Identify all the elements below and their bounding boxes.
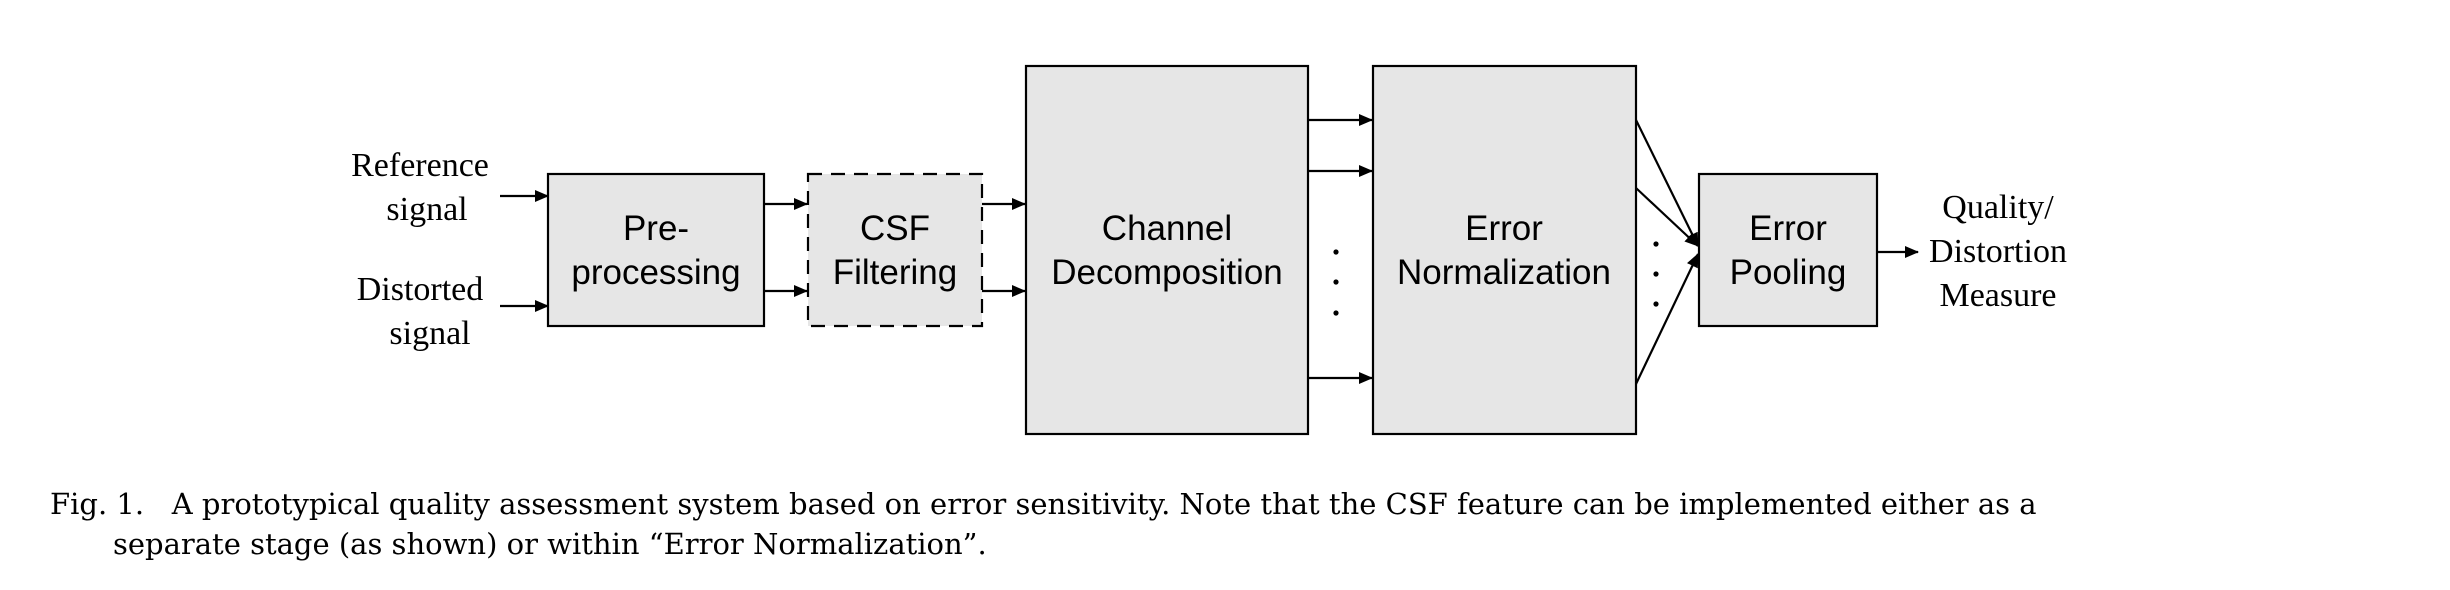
svg-text:Decomposition: Decomposition — [1051, 253, 1283, 292]
svg-text:Distortion: Distortion — [1929, 233, 2067, 270]
norm-arrow-2 — [1635, 187, 1699, 247]
normalization-ellipsis — [1653, 241, 1659, 307]
channel-ellipsis — [1333, 249, 1339, 316]
svg-text:Channel: Channel — [1102, 209, 1232, 248]
svg-text:Measure: Measure — [1939, 277, 2056, 314]
norm-arrow-n — [1635, 253, 1699, 385]
channel-decomposition-box: Channel Decomposition — [1024, 64, 1310, 436]
svg-text:Pooling: Pooling — [1730, 253, 1847, 292]
figure-caption: Fig. 1. A prototypical quality assessmen… — [50, 484, 2430, 564]
svg-text:Error: Error — [1465, 209, 1543, 248]
preprocessing-box: Pre- processing — [546, 172, 766, 328]
error-pooling-box: Error Pooling — [1697, 172, 1879, 328]
svg-text:Reference: Reference — [351, 147, 489, 184]
svg-text:Error: Error — [1749, 209, 1827, 248]
svg-text:signal: signal — [386, 191, 467, 228]
flow-diagram: Reference signal Distorted signal Pre- p… — [351, 64, 2067, 436]
svg-text:processing: processing — [571, 253, 740, 292]
svg-text:signal: signal — [389, 315, 470, 352]
svg-text:CSF: CSF — [860, 209, 930, 248]
svg-text:Distorted: Distorted — [357, 271, 484, 308]
quality-measure-label: Quality/ Distortion Measure — [1929, 189, 2067, 314]
caption-line-1: A prototypical quality assessment system… — [171, 487, 2037, 521]
svg-text:Filtering: Filtering — [833, 253, 957, 292]
error-normalization-box: Error Normalization — [1371, 64, 1638, 436]
reference-signal-label: Reference signal — [351, 147, 489, 228]
caption-label: Fig. 1. — [50, 487, 145, 521]
norm-arrow-1 — [1635, 119, 1699, 247]
svg-text:Quality/: Quality/ — [1942, 189, 2054, 226]
caption-line-2: separate stage (as shown) or within “Err… — [113, 527, 987, 561]
svg-text:Normalization: Normalization — [1397, 253, 1611, 292]
distorted-signal-label: Distorted signal — [357, 271, 484, 352]
svg-text:Pre-: Pre- — [623, 209, 689, 248]
csf-filtering-box: CSF Filtering — [806, 172, 984, 328]
